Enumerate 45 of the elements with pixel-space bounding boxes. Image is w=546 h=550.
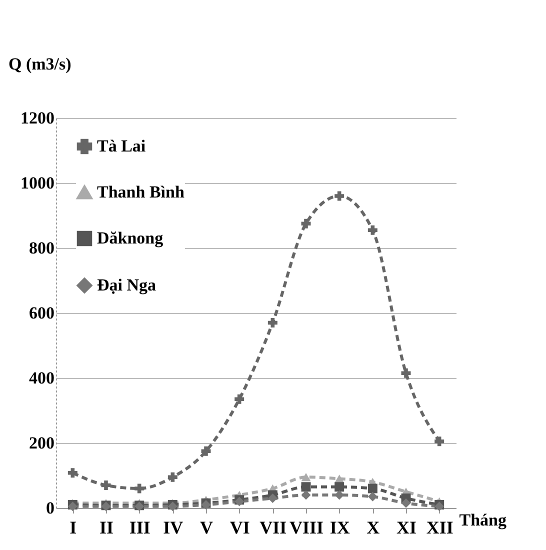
y-tick-label: 1200 xyxy=(20,108,54,128)
x-tick-label: IV xyxy=(163,518,184,538)
legend-label: Đại Nga xyxy=(97,276,157,294)
point xyxy=(134,484,144,494)
x-tick-label: II xyxy=(99,518,114,538)
point xyxy=(401,498,411,508)
point xyxy=(368,492,378,502)
x-tick-label: X xyxy=(366,518,380,538)
y-tick-label: 600 xyxy=(29,304,54,322)
point xyxy=(234,394,244,404)
point xyxy=(434,436,444,446)
x-tick-label: VII xyxy=(260,518,287,538)
x-tick-label: V xyxy=(200,518,213,538)
y-axis-title: Q (m3/s) xyxy=(8,54,72,74)
point xyxy=(368,225,378,235)
point xyxy=(268,494,278,503)
y-tick-label: 400 xyxy=(29,368,54,388)
point xyxy=(401,368,411,378)
point xyxy=(301,490,311,500)
point xyxy=(168,472,178,482)
x-tick-label: VI xyxy=(230,518,250,538)
x-axis-title: Tháng xyxy=(459,510,507,530)
x-tick-label: III xyxy=(129,518,150,538)
x-tick-label: XII xyxy=(426,518,454,538)
legend-label: Tà Lai xyxy=(97,136,146,156)
point xyxy=(68,468,78,478)
point xyxy=(301,482,311,492)
x-tick-label: I xyxy=(70,518,77,538)
point xyxy=(334,482,344,492)
legend-label: Thanh Bình xyxy=(97,182,185,202)
point xyxy=(334,191,344,201)
y-tick-label: 800 xyxy=(29,238,54,258)
legend-label: Dăknong xyxy=(97,228,164,248)
x-tick-label: VIII xyxy=(289,518,324,538)
point xyxy=(368,484,378,494)
point xyxy=(301,473,311,482)
point xyxy=(101,480,111,490)
y-tick-label: 1000 xyxy=(20,174,54,192)
point xyxy=(268,318,278,328)
y-tick-label: 0 xyxy=(46,498,54,518)
x-tick-label: XI xyxy=(396,518,417,538)
x-tick-label: IX xyxy=(330,518,350,538)
y-tick-label: 200 xyxy=(29,434,54,452)
point xyxy=(201,446,211,456)
point xyxy=(301,218,311,228)
